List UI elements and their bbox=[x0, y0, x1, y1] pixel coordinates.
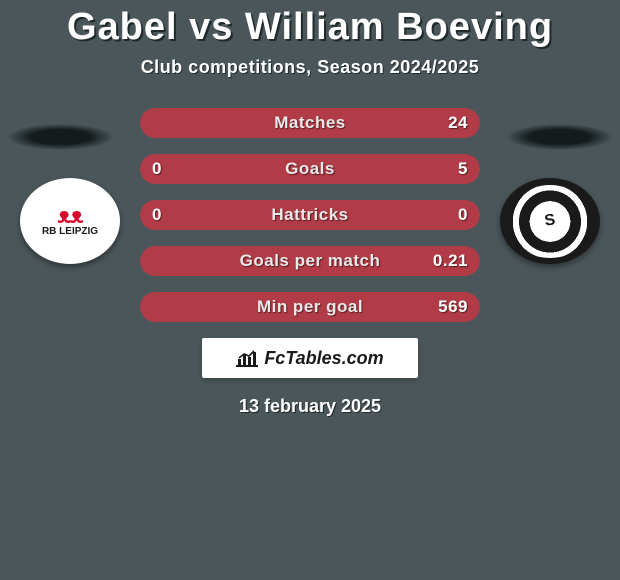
stat-row-min-per-goal: Min per goal 569 bbox=[140, 292, 480, 322]
comparison-infographic: Gabel vs William Boeving Club competitio… bbox=[0, 0, 620, 580]
club-badge-right-letter: S bbox=[533, 204, 567, 238]
player-shadow-right bbox=[507, 124, 612, 150]
club-badge-right: S bbox=[500, 178, 600, 264]
page-subtitle: Club competitions, Season 2024/2025 bbox=[0, 57, 620, 78]
club-badge-left: ᴥᴥ RB LEIPZIG bbox=[20, 178, 120, 264]
stat-row-hattricks: 0 Hattricks 0 bbox=[140, 200, 480, 230]
attribution-badge: FcTables.com bbox=[202, 338, 418, 378]
stat-right-value: 0.21 bbox=[433, 246, 468, 276]
stat-label: Goals per match bbox=[140, 246, 480, 276]
stat-row-matches: Matches 24 bbox=[140, 108, 480, 138]
player-shadow-left bbox=[8, 124, 113, 150]
stat-right-value: 5 bbox=[458, 154, 468, 184]
chart-icon bbox=[236, 349, 258, 367]
stat-right-value: 24 bbox=[448, 108, 468, 138]
stat-label: Matches bbox=[140, 108, 480, 138]
stat-row-goals-per-match: Goals per match 0.21 bbox=[140, 246, 480, 276]
stat-label: Min per goal bbox=[140, 292, 480, 322]
stat-right-value: 569 bbox=[438, 292, 468, 322]
stat-right-value: 0 bbox=[458, 200, 468, 230]
stat-label: Hattricks bbox=[140, 200, 480, 230]
club-badge-left-label: RB LEIPZIG bbox=[42, 226, 98, 237]
club-badge-right-ring: S bbox=[507, 185, 593, 258]
club-badge-left-content: ᴥᴥ RB LEIPZIG bbox=[42, 204, 98, 238]
attribution-text: FcTables.com bbox=[264, 348, 383, 369]
stat-row-goals: 0 Goals 5 bbox=[140, 154, 480, 184]
infographic-date: 13 february 2025 bbox=[0, 396, 620, 417]
stat-label: Goals bbox=[140, 154, 480, 184]
rb-bulls-icon: ᴥᴥ bbox=[57, 203, 82, 228]
page-title: Gabel vs William Boeving bbox=[0, 0, 620, 49]
